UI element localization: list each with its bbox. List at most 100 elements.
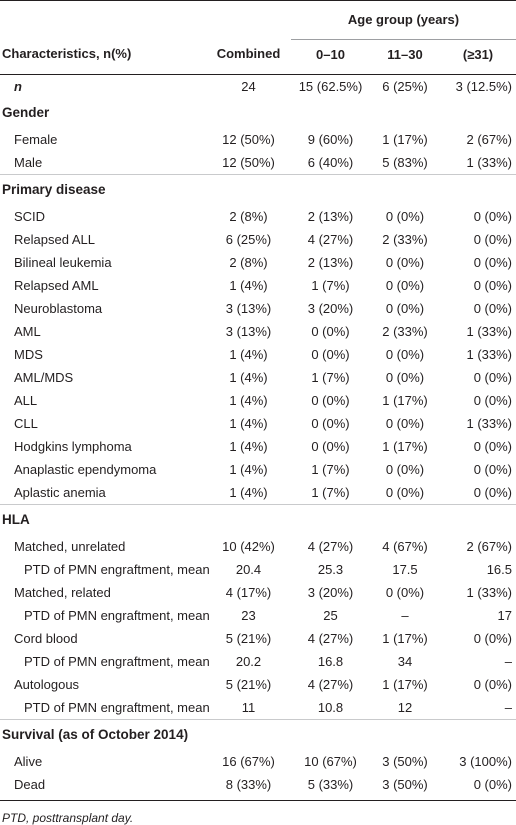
cell-11-30: 6 (25%): [382, 78, 428, 94]
cell-11-30: 0 (0%): [385, 208, 425, 224]
cell-31-plus: 2 (67%): [466, 538, 513, 554]
table-row: CLL 1 (4%) 0 (0%) 0 (0%) 1 (33%): [0, 412, 516, 435]
cell-0-10: 0 (0%): [311, 392, 350, 408]
column-header-combined: Combined: [216, 46, 281, 61]
cell-combined: 12 (50%): [222, 131, 275, 147]
section-header-survival: Survival (as of October 2014): [0, 719, 516, 750]
table-row: Matched, unrelated 10 (42%) 4 (27%) 4 (67%)…: [0, 535, 516, 558]
age-group-header: Age group (years): [291, 0, 516, 40]
cell-11-30: 3 (50%): [382, 776, 428, 792]
row-label: PTD of PMN engraftment, mean: [24, 607, 210, 623]
cell-11-30: 1 (17%): [382, 392, 428, 408]
table-body: n 24 15 (62.5%) 6 (25%) 3 (12.5%) Gender…: [0, 74, 516, 800]
cell-0-10: 1 (7%): [311, 461, 350, 477]
cell-11-30: 0 (0%): [385, 415, 425, 431]
cell-0-10: 0 (0%): [311, 415, 350, 431]
cell-31-plus: 0 (0%): [473, 300, 513, 316]
cell-0-10: 1 (7%): [311, 484, 350, 500]
cell-combined: 10 (42%): [222, 538, 275, 554]
characteristics-header: Characteristics, n(%): [2, 46, 132, 61]
table-row: AML 3 (13%) 0 (0%) 2 (33%) 1 (33%): [0, 320, 516, 343]
cell-combined: 20.4: [235, 561, 262, 577]
row-label: Anaplastic ependymoma: [14, 461, 157, 477]
cell-0-10: 0 (0%): [311, 438, 350, 454]
cell-31-plus: 0 (0%): [473, 776, 513, 792]
column-header-0-10: 0–10: [316, 46, 345, 62]
row-label: SCID: [14, 208, 46, 224]
row-label: Cord blood: [14, 630, 78, 646]
row-label: Neuroblastoma: [14, 300, 103, 316]
cell-31-plus: 3 (100%): [459, 753, 513, 769]
table-row: Relapsed AML 1 (4%) 1 (7%) 0 (0%) 0 (0%): [0, 274, 516, 297]
table-row: SCID 2 (8%) 2 (13%) 0 (0%) 0 (0%): [0, 205, 516, 228]
cell-11-30: 0 (0%): [385, 277, 425, 293]
table-row: MDS 1 (4%) 0 (0%) 0 (0%) 1 (33%): [0, 343, 516, 366]
cell-11-30: 0 (0%): [385, 461, 425, 477]
cell-11-30: 1 (17%): [382, 676, 428, 692]
cell-combined: 20.2: [235, 653, 262, 669]
row-label: Matched, unrelated: [14, 538, 126, 554]
section-title: Gender: [2, 104, 50, 120]
cell-11-30: 0 (0%): [385, 584, 425, 600]
cell-0-10: 25: [323, 607, 338, 623]
cell-combined: 1 (4%): [229, 461, 268, 477]
footnote: PTD, posttransplant day.: [2, 810, 134, 825]
cell-0-10: 2 (13%): [307, 254, 354, 270]
cell-11-30: 0 (0%): [385, 369, 425, 385]
column-header-11-30: 11–30: [387, 46, 423, 62]
cell-11-30: 12: [397, 699, 413, 715]
cell-0-10: 6 (40%): [307, 154, 354, 170]
row-label: Female: [14, 131, 58, 147]
table-row: Autologous 5 (21%) 4 (27%) 1 (17%) 0 (0%): [0, 673, 516, 696]
row-label: Relapsed AML: [14, 277, 99, 293]
table-row: PTD of PMN engraftment, mean 23 25 – 17: [0, 604, 516, 627]
table-row: Aplastic anemia 1 (4%) 1 (7%) 0 (0%) 0 (0%): [0, 481, 516, 505]
section-header-gender: Gender: [0, 98, 516, 128]
row-label: AML: [14, 323, 41, 339]
cell-combined: 8 (33%): [225, 776, 272, 792]
cell-combined: 1 (4%): [229, 369, 268, 385]
cell-combined: 11: [241, 699, 256, 715]
row-label: ALL: [14, 392, 38, 408]
cell-combined: 1 (4%): [229, 277, 268, 293]
cell-11-30: 1 (17%): [382, 131, 428, 147]
cell-31-plus: –: [504, 699, 513, 715]
cell-combined: 2 (8%): [229, 208, 268, 224]
cell-0-10: 5 (33%): [307, 776, 354, 792]
cell-combined: 5 (21%): [225, 630, 272, 646]
cell-31-plus: –: [504, 653, 513, 669]
cell-31-plus: 1 (33%): [466, 346, 513, 362]
table-row: Female 12 (50%) 9 (60%) 1 (17%) 2 (67%): [0, 128, 516, 151]
cell-31-plus: 0 (0%): [473, 438, 513, 454]
cell-31-plus: 0 (0%): [473, 254, 513, 270]
row-label: PTD of PMN engraftment, mean: [24, 653, 210, 669]
table-row: Male 12 (50%) 6 (40%) 5 (83%) 1 (33%): [0, 151, 516, 175]
table-row: AML/MDS 1 (4%) 1 (7%) 0 (0%) 0 (0%): [0, 366, 516, 389]
row-label: Dead: [14, 776, 46, 792]
cell-combined: 12 (50%): [222, 154, 275, 170]
cell-0-10: 9 (60%): [307, 131, 354, 147]
column-header-31-plus: (≥31): [462, 46, 494, 62]
section-header-hla: HLA: [0, 504, 516, 535]
row-label: Alive: [14, 753, 43, 769]
row-label: Autologous: [14, 676, 80, 692]
row-label: MDS: [14, 346, 43, 362]
cell-11-30: 0 (0%): [385, 484, 425, 500]
cell-11-30: 1 (17%): [382, 438, 428, 454]
cell-31-plus: 0 (0%): [473, 208, 513, 224]
table-row: PTD of PMN engraftment, mean 11 10.8 12 –: [0, 696, 516, 720]
cell-0-10: 4 (27%): [307, 231, 354, 247]
cell-0-10: 4 (27%): [307, 676, 354, 692]
table-row: Alive 16 (67%) 10 (67%) 3 (50%) 3 (100%): [0, 750, 516, 773]
cell-11-30: 0 (0%): [385, 346, 425, 362]
cell-combined: 16 (67%): [222, 753, 275, 769]
cell-0-10: 1 (7%): [311, 277, 350, 293]
row-label: Relapsed ALL: [14, 231, 95, 247]
cell-combined: 1 (4%): [229, 438, 268, 454]
table-row: PTD of PMN engraftment, mean 20.2 16.8 34 –: [0, 650, 516, 673]
row-label: PTD of PMN engraftment, mean: [24, 699, 210, 715]
cell-31-plus: 17: [497, 607, 513, 623]
cell-0-10: 15 (62.5%): [298, 78, 363, 94]
characteristics-table: Age group (years) Characteristics, n(%) …: [0, 0, 516, 800]
row-label: Male: [14, 154, 43, 170]
